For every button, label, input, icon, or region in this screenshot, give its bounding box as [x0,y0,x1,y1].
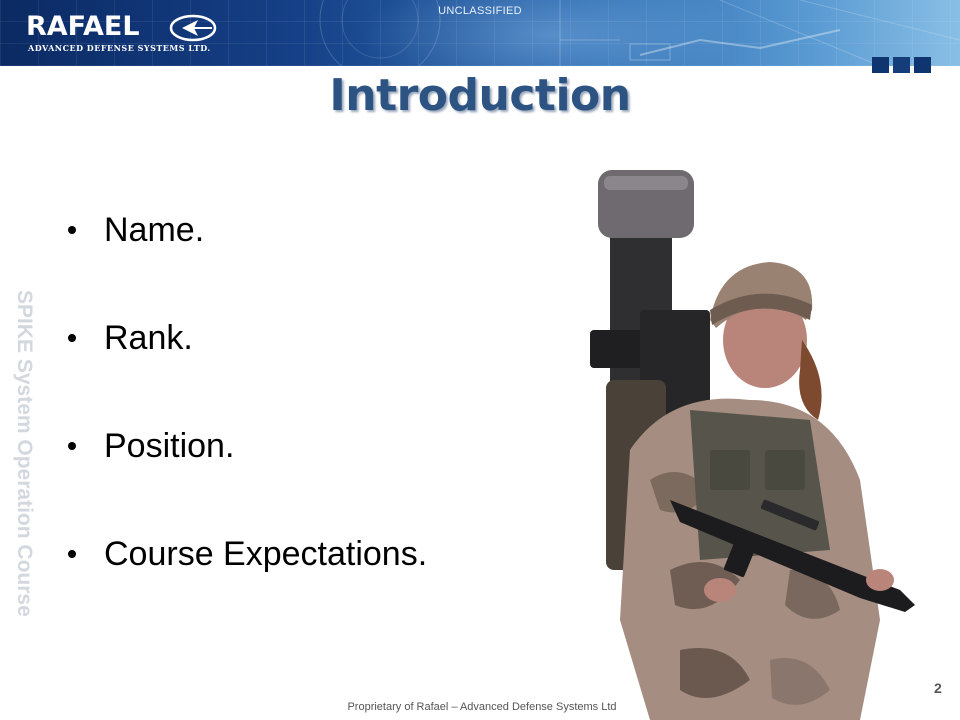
bullet-text: Rank. [104,319,193,357]
bullet-dot-icon [68,550,76,558]
bullet-text: Course Expectations. [104,535,428,573]
rafael-logo: RAFAEL ADVANCED DEFENSE SYSTEMS LTD. [26,11,217,56]
logo-subtitle: ADVANCED DEFENSE SYSTEMS LTD. [28,43,211,53]
logo-wordmark: RAFAEL [26,11,140,42]
square-icon [893,57,910,73]
banner-hud-graphic [319,0,960,66]
course-side-label: SPIKE System Operation Course [13,290,36,617]
soldier-with-launcher-photo [590,170,915,720]
classification-label: UNCLASSIFIED [438,5,522,17]
square-icon [872,57,889,73]
bullet-text: Position. [104,427,235,465]
bullet-dot-icon [68,442,76,450]
bullet-dot-icon [68,226,76,234]
header-banner: RAFAEL ADVANCED DEFENSE SYSTEMS LTD. UNC… [0,0,960,66]
bullet-dot-icon [68,334,76,342]
rafael-emblem-icon [169,14,217,42]
banner-glow [360,0,740,66]
slide-title: Introduction [329,70,631,121]
decorative-squares [872,57,931,73]
square-icon [914,57,931,73]
banner-grid-pattern [0,0,960,66]
footer-proprietary-notice: Proprietary of Rafael – Advanced Defense… [347,701,617,713]
bullet-text: Name. [104,211,205,249]
page-number: 2 [934,680,942,696]
